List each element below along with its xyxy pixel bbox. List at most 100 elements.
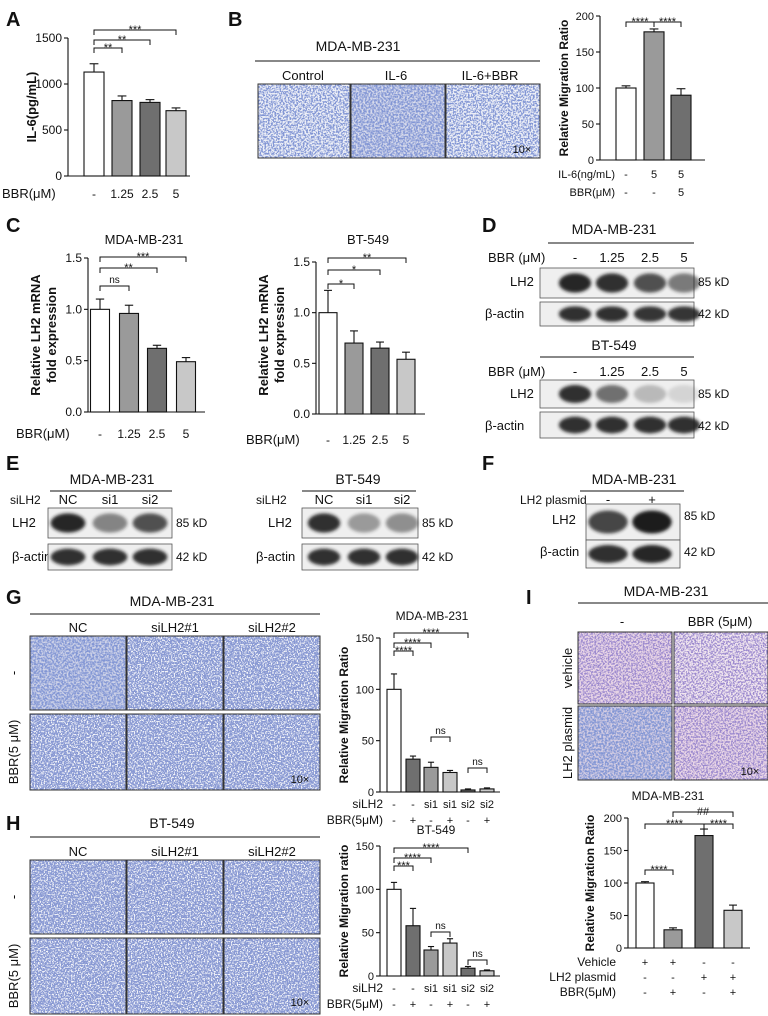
micrograph-lh2-bbr bbox=[673, 705, 768, 781]
micrograph-control bbox=[257, 83, 351, 159]
cell-line-title: BT-549 bbox=[591, 337, 636, 353]
lane-label: 1.25 bbox=[599, 364, 624, 379]
kd-label: 42 kD bbox=[698, 419, 730, 433]
bar bbox=[89, 308, 111, 413]
row-label: - bbox=[6, 895, 21, 899]
row-label: LH2 plasmid bbox=[520, 493, 587, 507]
micrograph-h-nc-bbr bbox=[29, 937, 127, 1015]
micrograph-il6 bbox=[350, 83, 446, 159]
micrograph-frame bbox=[223, 713, 321, 791]
y-tick-label: 50 bbox=[582, 119, 594, 131]
bar bbox=[442, 942, 458, 977]
significance-label: * bbox=[352, 264, 357, 276]
significance-label: ns bbox=[435, 921, 446, 932]
row-value: - bbox=[392, 799, 396, 811]
row-value: - bbox=[624, 169, 628, 181]
row-value: + bbox=[701, 972, 707, 984]
band bbox=[667, 306, 701, 322]
y-tick-label: 0 bbox=[588, 155, 594, 167]
column-label: BBR (5μM) bbox=[688, 614, 753, 629]
x-category-label: 2.5 bbox=[372, 433, 389, 447]
y-tick-label: 0 bbox=[368, 787, 374, 799]
row-value: - bbox=[643, 972, 647, 984]
row-value: + bbox=[484, 815, 490, 827]
bar bbox=[442, 771, 458, 793]
row-value: si2 bbox=[461, 799, 475, 811]
x-category-label: 5 bbox=[173, 187, 180, 201]
lane-label: si2 bbox=[142, 492, 159, 507]
kd-label: 42 kD bbox=[698, 307, 730, 321]
x-category-label: 5 bbox=[403, 433, 410, 447]
magnification-label: 10× bbox=[291, 997, 310, 1009]
y-tick-label: 1500 bbox=[35, 31, 62, 45]
significance-bracket bbox=[93, 47, 123, 53]
row-value: + bbox=[730, 987, 736, 999]
cell-line-title: MDA-MB-231 bbox=[130, 593, 215, 609]
micrograph-cells bbox=[30, 636, 126, 710]
cell-line-title: MDA-MB-231 bbox=[572, 221, 657, 237]
magnification-label: 10× bbox=[513, 144, 532, 156]
lane-label: - bbox=[573, 364, 577, 379]
protein-label: LH2 bbox=[552, 512, 576, 527]
significance-bracket bbox=[99, 267, 158, 273]
row-value: si1 bbox=[443, 799, 457, 811]
significance-bracket bbox=[703, 823, 734, 829]
chart-title: MDA-MB-231 bbox=[632, 789, 705, 803]
band bbox=[132, 548, 168, 566]
row-value: + bbox=[670, 957, 676, 969]
significance-label: ## bbox=[697, 806, 710, 818]
micrograph-cells bbox=[351, 84, 445, 158]
protein-label: LH2 bbox=[268, 515, 292, 530]
micrograph-frame bbox=[445, 83, 541, 159]
band bbox=[558, 385, 592, 403]
significance-bracket bbox=[644, 869, 674, 875]
bar bbox=[694, 834, 714, 949]
x-axis-label: BBR(μM) bbox=[2, 186, 56, 201]
significance-bracket bbox=[653, 21, 682, 27]
row-label: BBR(5 μM) bbox=[6, 720, 21, 785]
y-tick-label: 0.0 bbox=[65, 405, 82, 419]
significance-bracket bbox=[393, 632, 469, 638]
y-tick-label: 1.0 bbox=[65, 302, 82, 316]
band bbox=[50, 513, 86, 533]
band bbox=[595, 416, 629, 434]
lane-label: 5 bbox=[680, 250, 687, 265]
micrograph-si1 bbox=[126, 635, 224, 711]
lane-label: NC bbox=[315, 492, 334, 507]
micrograph-frame bbox=[223, 859, 321, 935]
x-category-label: 1.25 bbox=[342, 433, 366, 447]
band bbox=[667, 385, 701, 403]
bar bbox=[479, 970, 495, 977]
column-label: - bbox=[620, 614, 624, 629]
y-tick-label: 100 bbox=[356, 684, 374, 696]
y-tick-label: 1000 bbox=[35, 77, 62, 91]
cell-line-title: MDA-MB-231 bbox=[70, 471, 155, 487]
protein-label: LH2 bbox=[12, 515, 36, 530]
magnification-label: 10× bbox=[741, 766, 760, 778]
panel-letter: B bbox=[228, 9, 242, 31]
band bbox=[558, 273, 592, 293]
y-tick-label: 100 bbox=[576, 83, 594, 95]
row-label: LH2 plasmid bbox=[549, 970, 616, 984]
significance-label: **** bbox=[404, 637, 422, 649]
y-axis-label: fold expression bbox=[44, 287, 59, 383]
row-label: siLH2 bbox=[352, 797, 383, 811]
row-label: BBR(5μM) bbox=[560, 985, 616, 999]
column-label: siLH2#1 bbox=[151, 620, 199, 635]
x-category-label: 1.25 bbox=[117, 427, 141, 441]
loading-label: β-actin bbox=[12, 549, 51, 564]
micrograph-cells bbox=[30, 714, 126, 790]
significance-label: * bbox=[339, 278, 344, 290]
kd-label: 42 kD bbox=[684, 545, 716, 559]
band bbox=[667, 273, 701, 293]
column-label: siLH2#2 bbox=[248, 844, 296, 859]
cell-line-title: MDA-MB-231 bbox=[592, 471, 677, 487]
panel-letter: C bbox=[6, 215, 20, 237]
micrograph-si1-bbr bbox=[126, 713, 224, 791]
loading-label: β-actin bbox=[485, 306, 524, 321]
significance-bracket bbox=[467, 959, 488, 965]
bar bbox=[663, 929, 683, 949]
chart-title: BT-549 bbox=[347, 232, 389, 247]
